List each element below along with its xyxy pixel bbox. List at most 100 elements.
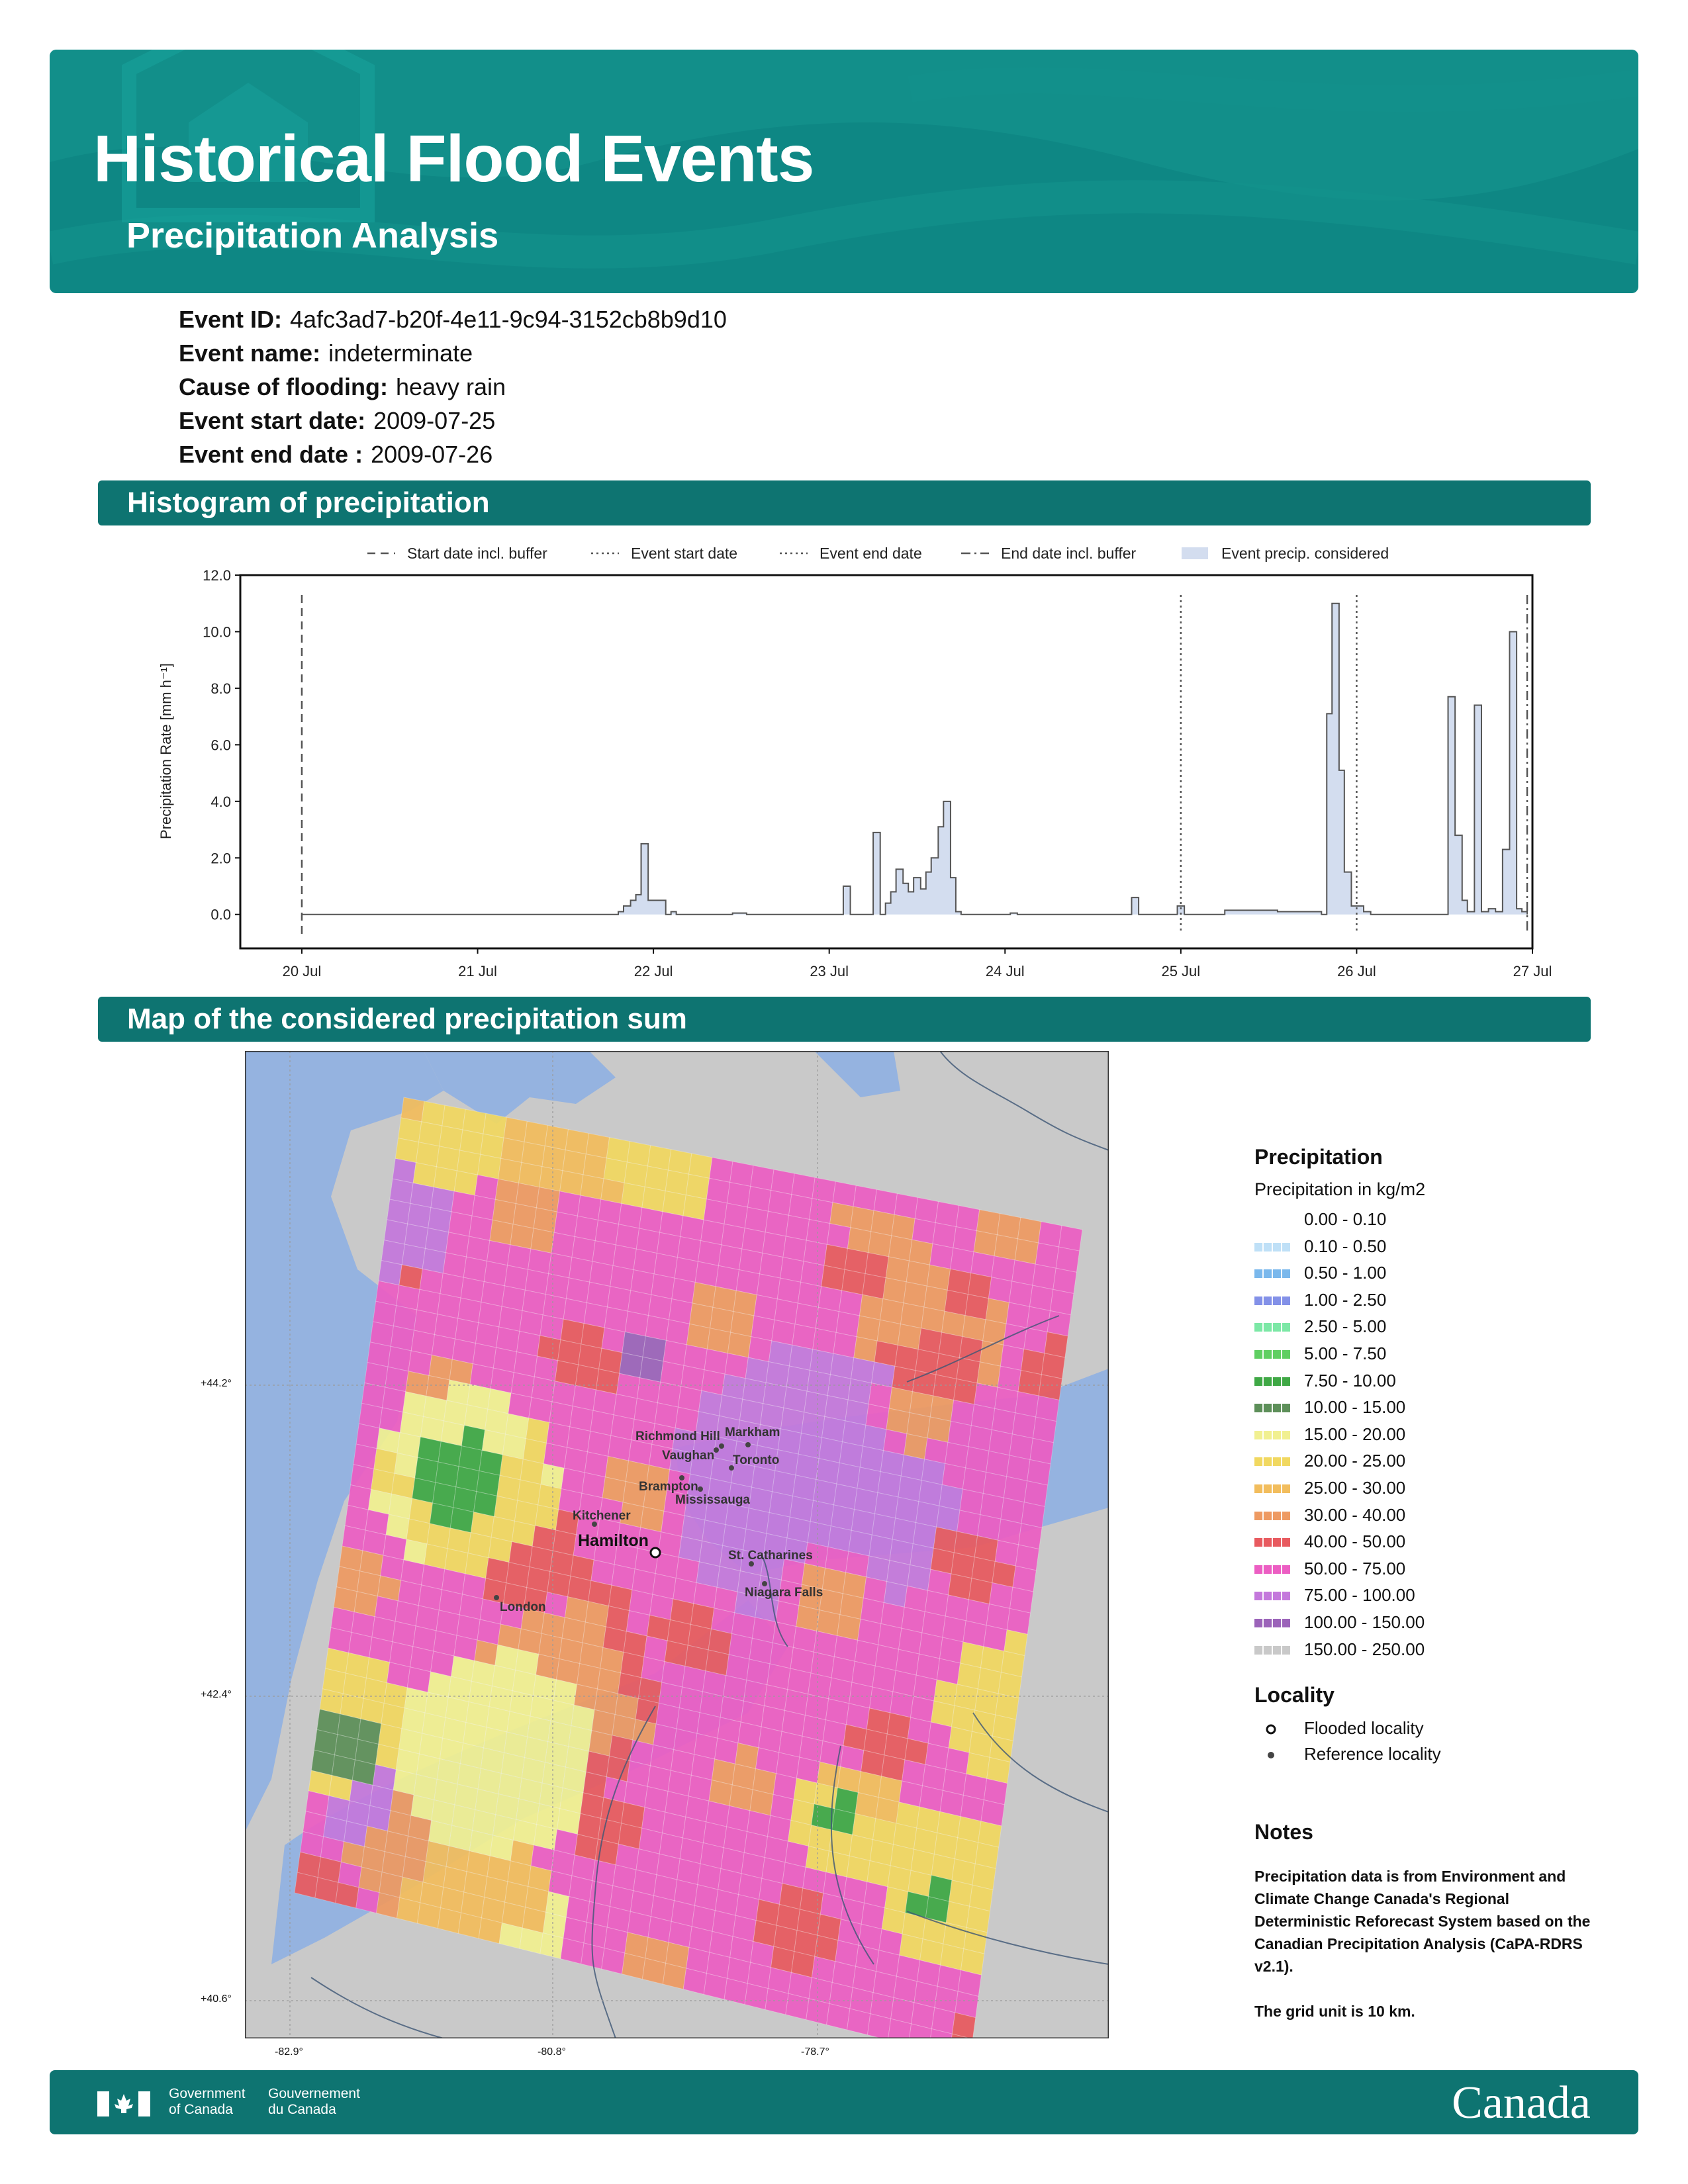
grid-cell bbox=[944, 1289, 968, 1316]
grid-cell bbox=[1026, 1306, 1051, 1333]
grid-cell bbox=[935, 1201, 960, 1228]
grid-cell bbox=[785, 1214, 810, 1241]
legend-class-label: 100.00 - 150.00 bbox=[1304, 1612, 1425, 1632]
gov-fr: Gouvernement du Canada bbox=[268, 2086, 360, 2117]
legend-class-label: 15.00 - 20.00 bbox=[1304, 1424, 1406, 1444]
grid-cell bbox=[1058, 1225, 1083, 1251]
header-banner: Historical Flood Events Precipitation An… bbox=[50, 50, 1638, 293]
reference-locality-marker bbox=[719, 1443, 724, 1449]
event-id-key: Event ID: bbox=[179, 306, 283, 333]
reference-locality-marker bbox=[762, 1581, 767, 1586]
legend-label: Event precip. considered bbox=[1221, 545, 1389, 562]
north-lake bbox=[424, 1051, 616, 1124]
gov-en: Government of Canada bbox=[169, 2086, 246, 2117]
cause-key: Cause of flooding: bbox=[179, 373, 388, 400]
grid-cell bbox=[606, 1137, 631, 1163]
legend-swatch bbox=[1254, 1484, 1290, 1493]
map-y-tick: +40.6° bbox=[201, 1993, 232, 2005]
cause-row: Cause of flooding: heavy rain bbox=[179, 373, 506, 401]
grid-cell bbox=[624, 1161, 649, 1187]
y-tick-label: 10.0 bbox=[203, 623, 231, 640]
grid-cell bbox=[926, 1264, 951, 1291]
grid-cell bbox=[1049, 1289, 1074, 1316]
map-frame bbox=[245, 1051, 1109, 2038]
grid-cell bbox=[967, 1273, 992, 1299]
legend-locality-title: Locality bbox=[1254, 1683, 1335, 1707]
grid-cell bbox=[976, 1209, 1001, 1236]
legend-swatch bbox=[1254, 1511, 1290, 1520]
histogram-legend: Start date incl. buffer Event start date E… bbox=[367, 545, 1389, 562]
reference-locality-marker bbox=[714, 1447, 719, 1453]
locality-label: Kitchener bbox=[573, 1509, 631, 1523]
grid-cell bbox=[829, 1202, 854, 1228]
grid-cell bbox=[621, 1952, 646, 1979]
grid-cell bbox=[750, 1165, 774, 1191]
histogram-section-title: Histogram of precipitation bbox=[98, 480, 1591, 525]
reference-locality-marker bbox=[698, 1486, 703, 1492]
grid-cell bbox=[953, 1226, 977, 1253]
grid-cell bbox=[1017, 1217, 1042, 1244]
map-section-title: Map of the considered precipitation sum bbox=[98, 997, 1591, 1042]
legend-flooded-label: Flooded locality bbox=[1304, 1718, 1424, 1738]
map-x-tick: -78.7° bbox=[801, 2046, 829, 2058]
grid-cell bbox=[955, 1205, 980, 1232]
event-id-row: Event ID: 4afc3ad7-b20f-4e11-9c94-3152cb8… bbox=[179, 306, 727, 334]
grid-cell bbox=[539, 1933, 564, 1960]
grid-cell bbox=[973, 1230, 998, 1257]
reference-locality-marker bbox=[729, 1465, 734, 1471]
grid-cell bbox=[1035, 1242, 1060, 1269]
x-tick-label: 23 Jul bbox=[810, 963, 849, 979]
grid-cell bbox=[847, 1227, 872, 1253]
map-y-tick: +44.2° bbox=[201, 1378, 232, 1389]
grid-cell bbox=[951, 2012, 976, 2038]
legend-label: Event start date bbox=[631, 545, 737, 562]
grid-cell bbox=[709, 1157, 733, 1183]
grid-cell bbox=[765, 1210, 790, 1237]
legend-swatch bbox=[1254, 1592, 1290, 1601]
grid-cell bbox=[991, 1255, 1015, 1282]
histogram-plot-area: 0.0 2.0 4.0 6.0 8.0 10.0 12.0 20 Jul 21 Jul 22 Ju… bbox=[203, 567, 1552, 979]
grid-cell bbox=[950, 1247, 974, 1274]
grid-cell bbox=[785, 1993, 810, 2021]
grid-cell bbox=[626, 1141, 651, 1167]
grid-cell bbox=[726, 1181, 751, 1208]
boundaries bbox=[310, 1051, 1109, 2038]
canada-wordmark: Canada bbox=[1452, 2077, 1591, 2128]
grid-cell bbox=[791, 1173, 816, 1199]
legend-class-label: 0.50 - 1.00 bbox=[1304, 1263, 1387, 1283]
grid-cell bbox=[771, 1169, 795, 1195]
end-date-row: Event end date : 2009-07-26 bbox=[179, 441, 492, 469]
reference-locality-marker bbox=[749, 1561, 754, 1567]
grid-cell bbox=[729, 1161, 754, 1187]
grid-cell bbox=[823, 1244, 848, 1270]
graticule bbox=[245, 1051, 1109, 2038]
grid-cell bbox=[703, 1199, 727, 1225]
event-name-value: indeterminate bbox=[328, 340, 473, 367]
legend-swatch bbox=[1254, 1296, 1290, 1305]
grid-cell bbox=[888, 2018, 912, 2038]
grid-cell bbox=[894, 1193, 919, 1219]
grid-cell bbox=[885, 1256, 910, 1283]
grid-cell bbox=[826, 2003, 851, 2030]
legend-class-label: 150.00 - 250.00 bbox=[1304, 1639, 1425, 1659]
legend-swatch bbox=[1254, 1619, 1290, 1627]
grid-cell bbox=[988, 1277, 1013, 1303]
grid-cell bbox=[744, 1983, 769, 2010]
reference-locality-marker bbox=[592, 1522, 597, 1527]
legend-swatch bbox=[1254, 1404, 1290, 1413]
grid-cell bbox=[853, 1185, 877, 1211]
grid-cell bbox=[865, 1252, 890, 1279]
flooded-locality-marker bbox=[649, 1547, 661, 1559]
legend-class-label: 10.00 - 15.00 bbox=[1304, 1397, 1406, 1418]
grid-cell bbox=[903, 1281, 927, 1308]
grid-cell bbox=[951, 2033, 972, 2038]
legend-class-label: 0.10 - 0.50 bbox=[1304, 1236, 1387, 1256]
end-date-value: 2009-07-26 bbox=[371, 441, 493, 468]
grid-cell bbox=[1037, 1221, 1062, 1248]
y-tick-label: 2.0 bbox=[211, 850, 231, 866]
grid-cell bbox=[641, 1958, 667, 1985]
start-date-row: Event start date: 2009-07-25 bbox=[179, 407, 495, 435]
legend-class-label: 0.00 - 0.10 bbox=[1304, 1209, 1387, 1229]
grid-cell bbox=[914, 1197, 939, 1224]
grid-cell bbox=[1055, 1246, 1080, 1273]
